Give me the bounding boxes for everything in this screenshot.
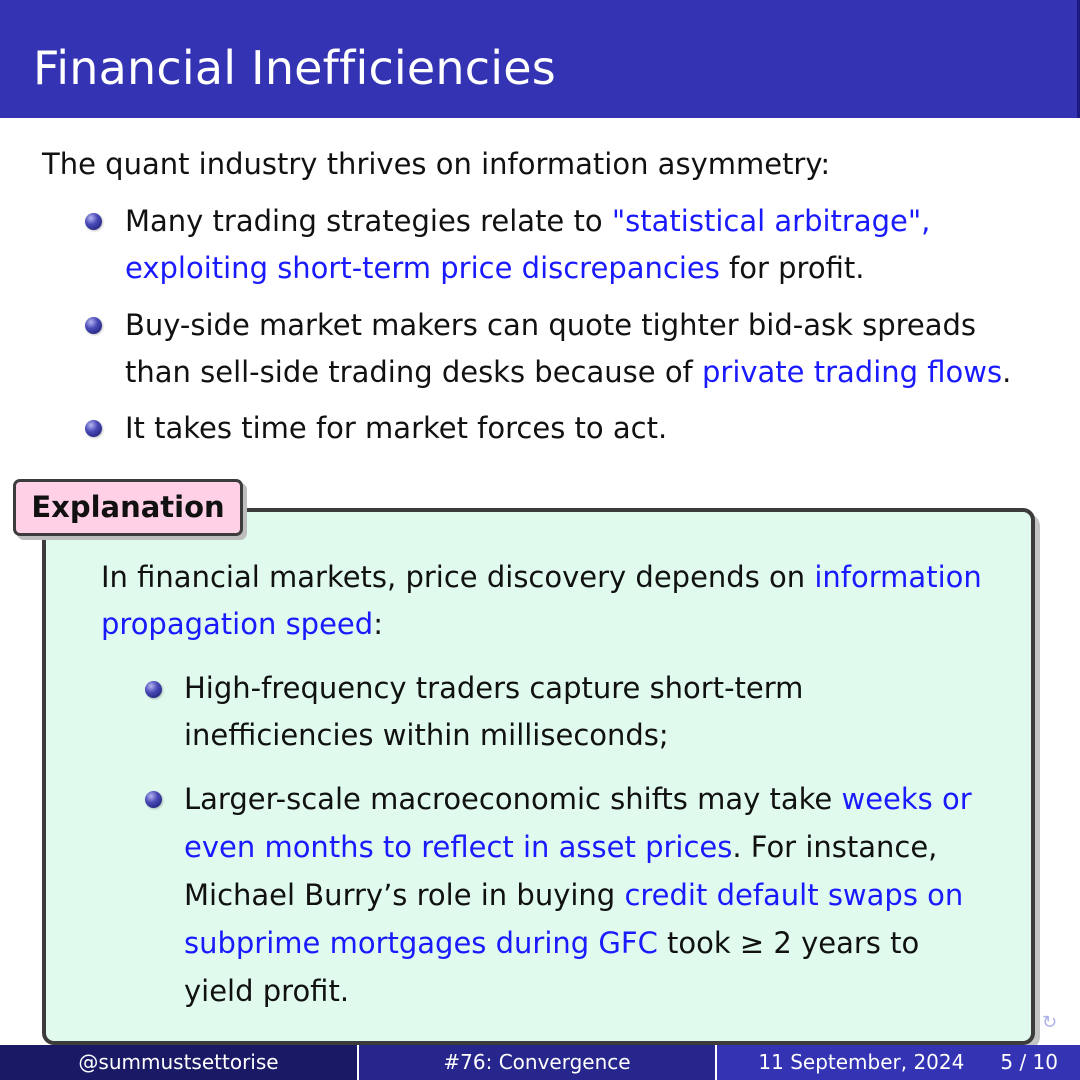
- propagation-speed-link[interactable]: propagation speed: [101, 607, 374, 641]
- sub-bullet-1-line-2: inefficiencies within milliseconds;: [184, 718, 669, 752]
- explanation-intro-colon: :: [373, 607, 383, 641]
- footer-author: @summustsettorise: [0, 1045, 359, 1080]
- ball-bullet-icon: [85, 317, 102, 334]
- bullet-1-line-1: Many trading strategies relate to "stati…: [125, 198, 930, 245]
- footer-date: 11 September, 2024: [758, 1050, 965, 1074]
- sub-bullet-2-line-4: subprime mortgages during GFC took ≥ 2 y…: [184, 920, 919, 967]
- credit-default-swaps-link-cont[interactable]: subprime mortgages during GFC: [184, 926, 658, 960]
- ball-bullet-icon: [85, 213, 102, 230]
- sub-bullet-2-text-3: Michael Burry’s role in buying: [184, 878, 625, 912]
- sub-bullet-2-text: Larger-scale macroeconomic shifts may ta…: [184, 782, 842, 816]
- weeks-or-months-link-cont[interactable]: even months to reflect in asset prices: [184, 830, 733, 864]
- intro-text: The quant industry thrives on informatio…: [42, 147, 831, 181]
- slide-title: Financial Inefficiencies: [33, 41, 556, 95]
- weeks-or-months-link[interactable]: weeks or: [841, 782, 972, 816]
- sub-bullet-2-text-4: took ≥ 2 years to: [657, 926, 920, 960]
- footer-episode: #76: Convergence: [359, 1045, 717, 1080]
- credit-default-swaps-link[interactable]: credit default swaps on: [624, 878, 964, 912]
- sub-bullet-1-line-1: High-frequency traders capture short-ter…: [184, 671, 804, 705]
- bullet-1-line-2: exploiting short-term price discrepancie…: [125, 245, 864, 292]
- slide-title-bar: [0, 0, 1080, 118]
- footer-page-number: 5 / 10: [1000, 1050, 1058, 1074]
- sub-bullet-2-text-2: . For instance,: [732, 830, 938, 864]
- bullet-1-text: Many trading strategies relate to: [125, 204, 612, 238]
- footer-date-page: 11 September, 2024 5 / 10: [717, 1045, 1080, 1080]
- explanation-intro-text: In financial markets, price discovery de…: [101, 560, 815, 594]
- explanation-intro-line-1: In financial markets, price discovery de…: [101, 554, 982, 601]
- explanation-title: Explanation: [31, 490, 225, 524]
- navigation-loop-icon[interactable]: ↻: [1042, 1012, 1058, 1033]
- explanation-tab: Explanation: [13, 479, 243, 536]
- bullet-3-line-1: It takes time for market forces to act.: [125, 411, 668, 445]
- bullet-2-period: .: [1002, 355, 1012, 389]
- explanation-intro-line-2: propagation speed:: [101, 601, 383, 648]
- footer-bar: @summustsettorise #76: Convergence 11 Se…: [0, 1045, 1080, 1080]
- bullet-2-text: than sell-side trading desks because of: [125, 355, 702, 389]
- bullet-2-line-1: Buy-side market makers can quote tighter…: [125, 308, 977, 342]
- private-trading-flows-link[interactable]: private trading flows: [701, 355, 1003, 389]
- sub-bullet-2-line-3: Michael Burry’s role in buying credit de…: [184, 872, 963, 919]
- ball-bullet-icon: [145, 791, 162, 808]
- ball-bullet-icon: [145, 681, 162, 698]
- explanation-block: [42, 508, 1035, 1045]
- price-discrepancies-link[interactable]: exploiting short-term price discrepancie…: [125, 251, 720, 285]
- sub-bullet-2-line-1: Larger-scale macroeconomic shifts may ta…: [184, 776, 972, 823]
- bullet-2-line-2: than sell-side trading desks because of …: [125, 349, 1011, 396]
- statistical-arbitrage-link[interactable]: "statistical arbitrage",: [611, 204, 931, 238]
- sub-bullet-2-line-5: yield profit.: [184, 974, 350, 1008]
- ball-bullet-icon: [85, 420, 102, 437]
- sub-bullet-2-line-2: even months to reflect in asset prices. …: [184, 824, 937, 871]
- information-link[interactable]: information: [814, 560, 982, 594]
- bullet-1-text-end: for profit.: [719, 251, 865, 285]
